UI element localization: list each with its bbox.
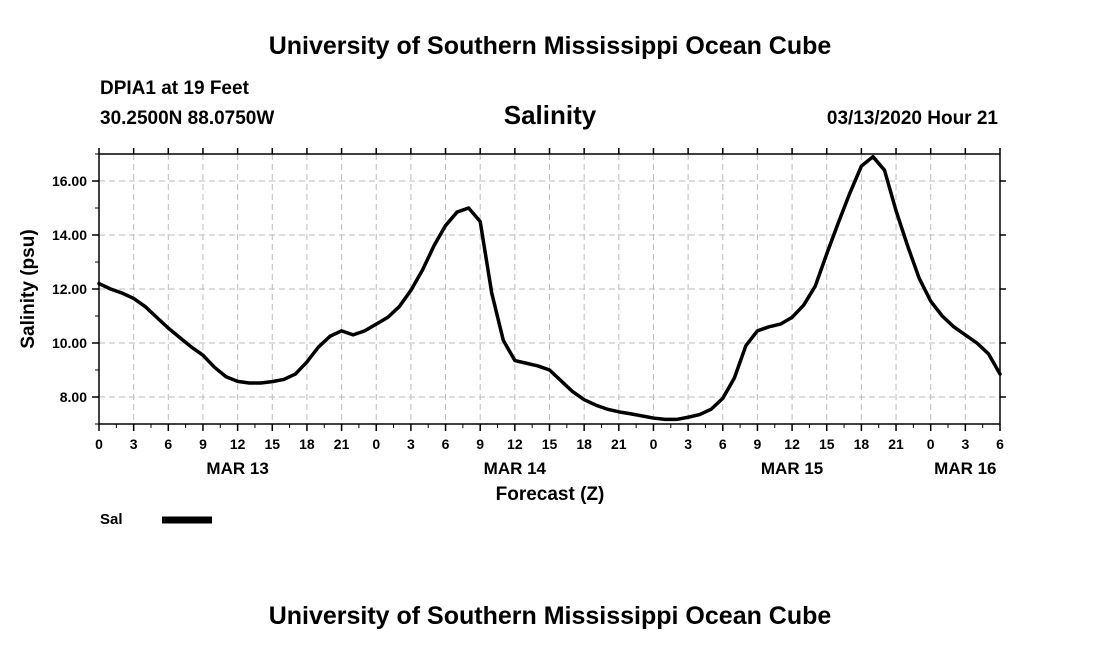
x-tick-label: 15 (819, 436, 835, 452)
day-label: MAR 14 (484, 459, 547, 478)
day-label: MAR 13 (206, 459, 268, 478)
forecast-timestamp: 03/13/2020 Hour 21 (827, 108, 999, 129)
x-tick-label: 15 (542, 436, 558, 452)
x-tick-label: 21 (611, 436, 627, 452)
x-tick-label: 3 (961, 436, 969, 452)
x-axis-label: Forecast (Z) (496, 484, 605, 505)
day-label: MAR 16 (934, 459, 996, 478)
x-tick-label: 12 (230, 436, 246, 452)
chart-title: Salinity (504, 100, 597, 130)
footer-title: University of Southern Mississippi Ocean… (269, 602, 832, 630)
x-tick-label: 3 (130, 436, 138, 452)
station-name: DPIA1 at 19 Feet (100, 78, 250, 99)
x-tick-label: 0 (372, 436, 380, 452)
y-tick-label: 8.00 (60, 389, 87, 405)
y-tick-label: 16.00 (52, 173, 87, 189)
x-tick-label: 0 (95, 436, 103, 452)
x-tick-label: 18 (299, 436, 315, 452)
tick-labels: 0 3 6 9 12 15 18 21 0 3 6 9 12 15 18 21 0 3 6 9 12 15 18 21 0 3 6 8… (52, 173, 1004, 478)
x-tick-label: 3 (684, 436, 692, 452)
y-tick-label: 14.00 (52, 227, 87, 243)
x-tick-label: 3 (407, 436, 415, 452)
x-tick-label: 9 (199, 436, 207, 452)
y-tick-label: 12.00 (52, 281, 87, 297)
x-tick-label: 9 (754, 436, 762, 452)
x-tick-label: 9 (476, 436, 484, 452)
y-axis-label: Salinity (psu) (18, 229, 39, 348)
gridlines (99, 154, 1000, 424)
x-tick-label: 21 (888, 436, 904, 452)
x-tick-label: 21 (334, 436, 350, 452)
legend-label: Sal (100, 511, 123, 528)
station-coords: 30.2500N 88.0750W (100, 108, 274, 129)
x-tick-label: 15 (264, 436, 280, 452)
x-tick-label: 18 (576, 436, 592, 452)
x-tick-label: 12 (507, 436, 523, 452)
x-tick-label: 18 (854, 436, 870, 452)
x-tick-label: 0 (927, 436, 935, 452)
x-tick-label: 6 (996, 436, 1004, 452)
plot-frame (98, 153, 1001, 425)
y-tick-label: 10.00 (52, 335, 87, 351)
x-tick-label: 12 (784, 436, 800, 452)
x-tick-label: 6 (164, 436, 172, 452)
x-tick-label: 6 (719, 436, 727, 452)
day-label: MAR 15 (761, 459, 823, 478)
x-tick-label: 6 (442, 436, 450, 452)
x-tick-label: 0 (650, 436, 658, 452)
page-title: University of Southern Mississippi Ocean… (269, 32, 832, 60)
salinity-series-line (97, 154, 1002, 422)
